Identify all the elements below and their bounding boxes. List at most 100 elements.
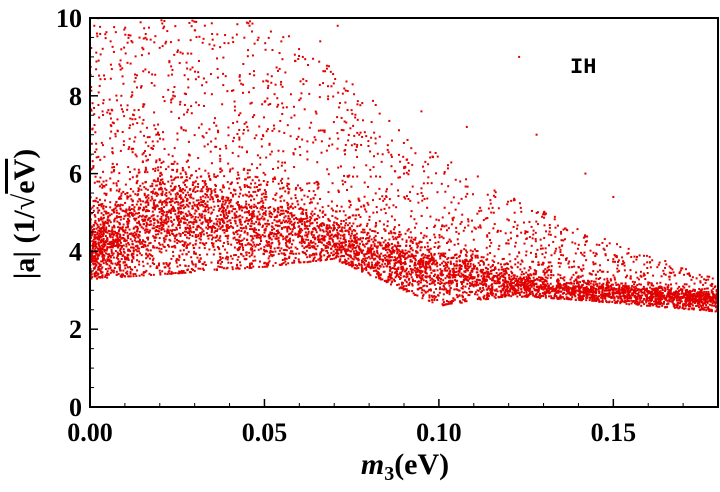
scatter-point [172, 223, 175, 226]
scatter-point [397, 275, 400, 278]
scatter-point [654, 289, 657, 292]
scatter-point [182, 181, 185, 184]
scatter-point [649, 298, 652, 301]
scatter-point [110, 244, 113, 247]
scatter-point [460, 265, 463, 268]
scatter-point [706, 287, 709, 290]
scatter-point [316, 202, 319, 205]
scatter-point [348, 216, 351, 219]
scatter-point [374, 266, 377, 269]
scatter-point [448, 284, 451, 287]
scatter-point [273, 93, 276, 96]
scatter-point [541, 247, 544, 250]
scatter-point [707, 278, 710, 281]
scatter-point [411, 185, 414, 188]
scatter-point [252, 210, 255, 213]
scatter-point [335, 222, 338, 225]
scatter-point [158, 158, 161, 161]
scatter-point [522, 276, 525, 279]
scatter-point [264, 222, 267, 225]
scatter-point [318, 83, 321, 86]
scatter-point [119, 241, 122, 244]
scatter-point [301, 211, 304, 214]
scatter-point [91, 246, 94, 249]
scatter-point [389, 267, 392, 270]
scatter-point [334, 256, 337, 259]
scatter-point [358, 248, 361, 251]
scatter-point [661, 298, 664, 301]
scatter-point [471, 250, 474, 253]
scatter-point [211, 38, 214, 41]
scatter-point [95, 236, 98, 239]
scatter-point [591, 293, 594, 296]
scatter-point [240, 206, 243, 209]
scatter-point [93, 256, 96, 259]
scatter-point [415, 222, 418, 225]
scatter-point [627, 285, 630, 288]
scatter-point [210, 219, 213, 222]
scatter-point [159, 175, 162, 178]
scatter-point [442, 253, 445, 256]
scatter-point [676, 302, 679, 305]
scatter-point [274, 261, 277, 264]
scatter-point [514, 241, 517, 244]
scatter-point [483, 283, 486, 286]
scatter-point [116, 234, 119, 237]
scatter-point [163, 206, 166, 209]
scatter-point [231, 257, 234, 260]
scatter-point [271, 228, 274, 231]
scatter-point [494, 191, 497, 194]
scatter-point [305, 253, 308, 256]
scatter-point [232, 136, 235, 139]
scatter-point [308, 220, 311, 223]
scatter-point [465, 249, 468, 252]
scatter-point [367, 255, 370, 258]
scatter-point [126, 266, 129, 269]
scatter-point [416, 251, 419, 254]
scatter-point [262, 135, 265, 138]
scatter-point [145, 269, 148, 272]
scatter-point [161, 190, 164, 193]
scatter-point [179, 234, 182, 237]
scatter-point [195, 20, 198, 23]
scatter-point [398, 176, 401, 179]
scatter-point [624, 300, 627, 303]
scatter-point [165, 40, 168, 43]
scatter-point [384, 262, 387, 265]
scatter-point [324, 259, 327, 262]
scatter-point [205, 81, 208, 84]
scatter-point [119, 68, 122, 71]
scatter-point [183, 92, 186, 95]
scatter-point [293, 166, 296, 169]
scatter-point [112, 241, 115, 244]
scatter-point [608, 294, 611, 297]
scatter-point [398, 261, 401, 264]
scatter-point [547, 261, 550, 264]
scatter-point [680, 292, 683, 295]
scatter-point [666, 299, 669, 302]
scatter-point [163, 246, 166, 249]
scatter-point [389, 230, 392, 233]
scatter-point [365, 237, 368, 240]
scatter-point [105, 252, 108, 255]
scatter-point [358, 133, 361, 136]
scatter-point [327, 219, 330, 222]
scatter-point [349, 204, 352, 207]
scatter-point [259, 247, 262, 250]
scatter-point [109, 188, 112, 191]
scatter-point [389, 249, 392, 252]
scatter-point [282, 106, 285, 109]
scatter-point [694, 301, 697, 304]
scatter-point [565, 297, 568, 300]
scatter-point [674, 274, 677, 277]
scatter-point [514, 258, 517, 261]
scatter-point [98, 74, 101, 77]
scatter-point [316, 245, 319, 248]
scatter-point [219, 262, 222, 265]
scatter-point [119, 203, 122, 206]
scatter-point [412, 292, 415, 295]
scatter-point [285, 249, 288, 252]
scatter-point [95, 68, 98, 71]
scatter-point [370, 136, 373, 139]
scatter-point [266, 181, 269, 184]
